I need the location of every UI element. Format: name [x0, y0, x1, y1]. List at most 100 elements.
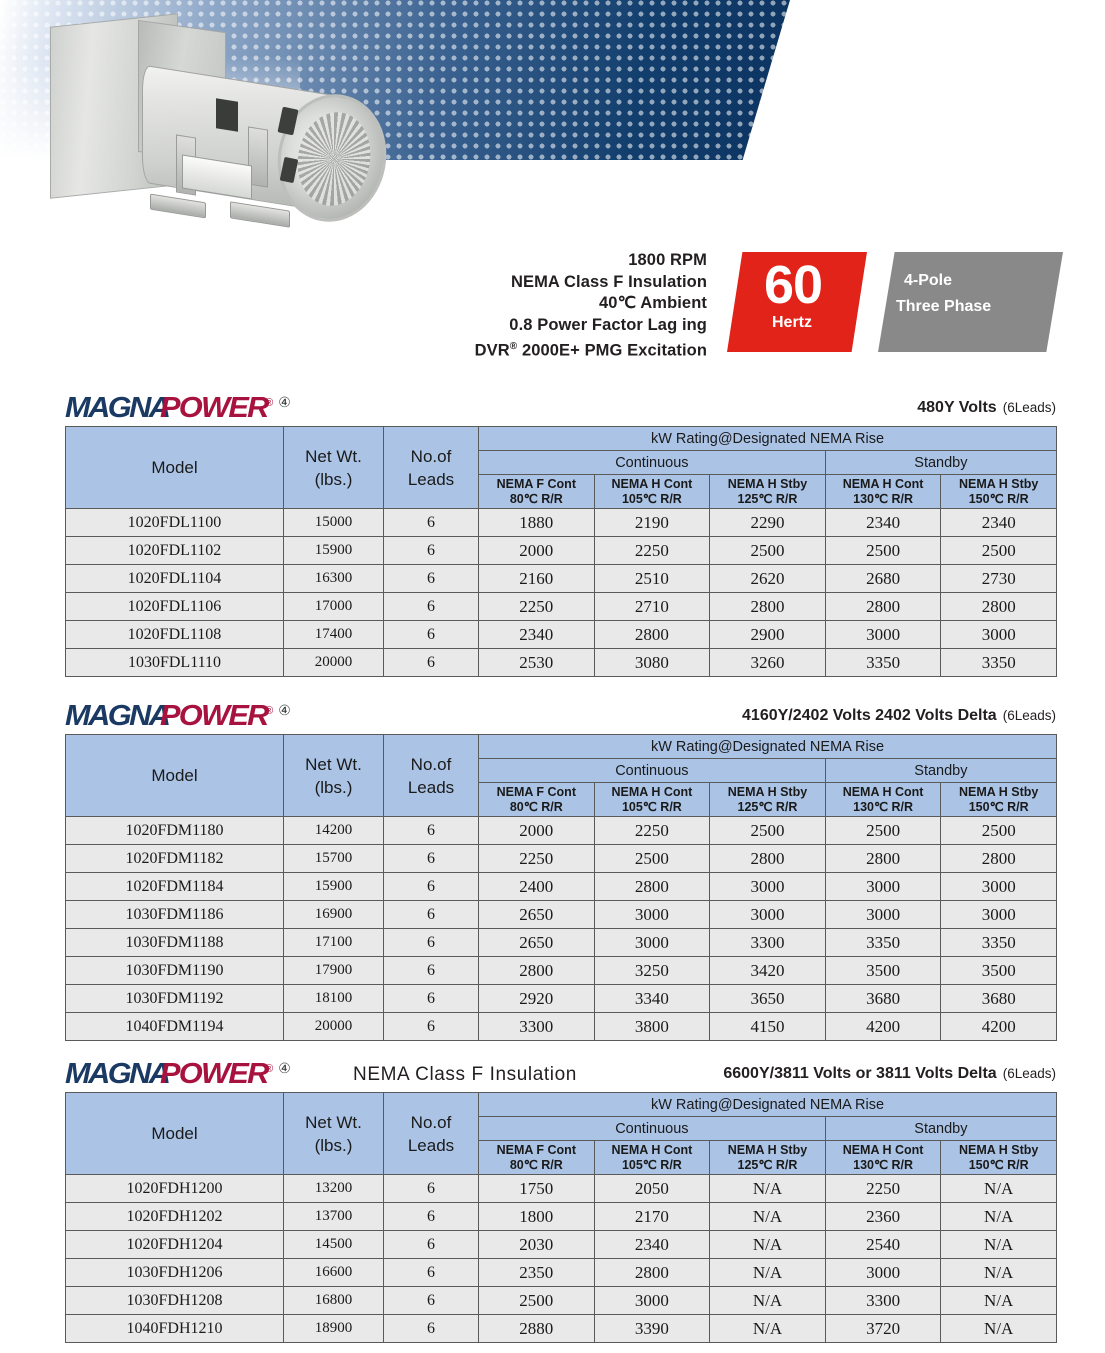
spec-text-lines: 1800 RPM NEMA Class F Insulation 40℃ Amb…	[475, 250, 707, 362]
magnapower-logo: MAGNA POWER ® ④	[65, 392, 291, 424]
table-row: 1030FDM1188 17100 6 2650 3000 3300 3350 3350	[65, 928, 1057, 957]
cell-rating-3: 2800	[824, 844, 942, 873]
logo-magna-text: MAGNA	[65, 392, 171, 424]
table-head: Model Net Wt. (lbs.) No.of Leads kW Rating…	[65, 1092, 1058, 1175]
spec-line-excitation: DVR® 2000E+ PMG Excitation	[475, 336, 707, 362]
leads-note: (6Leads)	[1002, 1066, 1056, 1081]
logo-magna-text: MAGNA	[65, 700, 171, 732]
cell-net-weight: 15900	[283, 536, 384, 565]
cell-net-weight: 16900	[283, 900, 384, 929]
cell-rating-1: 3250	[593, 956, 711, 985]
table-row: 1020FDM1180 14200 6 2000 2250 2500 2500 2500	[65, 816, 1057, 845]
table-head-row-2: Continuous Standby	[66, 1116, 1058, 1141]
cell-leads: 6	[383, 872, 479, 901]
th-leads-line2: Leads	[407, 469, 455, 489]
cell-rating-1: 3080	[593, 648, 711, 677]
cell-rating-3: 3350	[824, 928, 942, 957]
cell-rating-1: 2170	[593, 1202, 711, 1231]
cell-leads: 6	[383, 816, 479, 845]
cell-rating-1: 2800	[593, 872, 711, 901]
logo-magna-text: MAGNA	[65, 1058, 171, 1090]
cell-rating-2: 2500	[709, 536, 826, 565]
cell-rating-4: 3000	[940, 872, 1057, 901]
cell-rating-2: 4150	[709, 1012, 826, 1041]
cell-rating-0: 2340	[478, 620, 595, 649]
cell-rating-0: 1800	[478, 1202, 595, 1231]
cell-model: 1020FDM1184	[65, 872, 284, 901]
cell-rating-4: 3500	[940, 956, 1057, 985]
excitation-prefix: DVR	[474, 341, 510, 360]
cell-rating-2: 3260	[709, 648, 826, 677]
cell-net-weight: 15700	[283, 844, 384, 873]
table-row: 1030FDM1190 17900 6 2800 3250 3420 3500 3500	[65, 956, 1057, 985]
cell-rating-4: 2800	[940, 844, 1057, 873]
voltage-value: 6600Y/3811 Volts or 3811 Volts Delta	[723, 1065, 997, 1082]
cell-rating-3: 3500	[824, 956, 942, 985]
table-row: 1020FDL1102 15900 6 2000 2250 2500 2500 2500	[65, 536, 1057, 565]
cell-rating-1: 3340	[593, 984, 711, 1013]
cell-net-weight: 17900	[283, 956, 384, 985]
cell-rating-3: 3000	[824, 900, 942, 929]
th-rating-col-4: NEMA H Stby 150℃ R/R	[940, 474, 1057, 509]
cell-net-weight: 17000	[283, 592, 384, 621]
spec-table: Model Net Wt. (lbs.) No.of Leads kW Rating…	[65, 734, 1058, 1041]
cell-rating-0: 2650	[478, 928, 595, 957]
th-continuous: Continuous	[478, 450, 826, 475]
spec-table: Model Net Wt. (lbs.) No.of Leads kW Rating…	[65, 1092, 1058, 1343]
th-net-weight: Net Wt. (lbs.)	[283, 734, 384, 817]
cell-rating-4: 2500	[940, 816, 1057, 845]
cell-rating-3: 2500	[824, 536, 942, 565]
th-model: Model	[65, 734, 284, 817]
cell-model: 1020FDL1104	[65, 564, 284, 593]
cell-model: 1020FDL1102	[65, 536, 284, 565]
th-rating-col-0: NEMA F Cont 80℃ R/R	[478, 474, 595, 509]
table-row: 1020FDM1182 15700 6 2250 2500 2800 2800 2800	[65, 844, 1057, 873]
cell-rating-1: 3000	[593, 900, 711, 929]
cell-rating-2: 3000	[709, 872, 826, 901]
cell-net-weight: 18900	[283, 1314, 384, 1343]
cell-rating-3: 2340	[824, 508, 942, 537]
cell-rating-0: 1880	[478, 508, 595, 537]
th-continuous: Continuous	[478, 1116, 826, 1141]
th-kw-rating-group: kW Rating@Designated NEMA Rise	[478, 426, 1057, 451]
circled-four-icon: ④	[278, 394, 291, 410]
cell-rating-0: 2500	[478, 1286, 595, 1315]
table-row: 1040FDM1194 20000 6 3300 3800 4150 4200 4200	[65, 1012, 1057, 1041]
cell-rating-3: 3000	[824, 872, 942, 901]
cell-net-weight: 16300	[283, 564, 384, 593]
logo-power-text: POWER	[159, 392, 269, 424]
hertz-badge-number: 60	[763, 255, 823, 315]
cell-rating-1: 2800	[593, 620, 711, 649]
cell-rating-0: 2920	[478, 984, 595, 1013]
section-voltage-label: 4160Y/2402 Volts 2402 Volts Delta (6Leads…	[742, 707, 1056, 725]
table-row: 1020FDH1200 13200 6 1750 2050 N/A 2250 N/A	[65, 1174, 1057, 1203]
th-standby: Standby	[824, 758, 1058, 783]
cell-rating-2: N/A	[709, 1202, 826, 1231]
cell-net-weight: 16600	[283, 1258, 384, 1287]
cell-rating-3: 2360	[824, 1202, 942, 1231]
table-head-row-3: NEMA F Cont 80℃ R/R NEMA H Cont 105℃ R/R N…	[66, 782, 1057, 817]
generator-mounting-foot	[150, 193, 206, 219]
th-rating-col-2: NEMA H Stby 125℃ R/R	[709, 474, 826, 509]
spec-line-insulation: NEMA Class F Insulation	[510, 272, 707, 291]
logo-power-text: POWER	[159, 1058, 269, 1090]
th-rating-col-2: NEMA H Stby 125℃ R/R	[709, 782, 826, 817]
cell-rating-2: 2290	[709, 508, 826, 537]
table-row: 1020FDH1202 13700 6 1800 2170 N/A 2360 N/A	[65, 1202, 1057, 1231]
pole-phase-badge: 4-Pole Three Phase	[878, 252, 1063, 352]
cell-rating-1: 2190	[593, 508, 711, 537]
cell-rating-1: 3390	[593, 1314, 711, 1343]
cell-rating-3: 3000	[824, 1258, 942, 1287]
cell-rating-0: 2350	[478, 1258, 595, 1287]
th-kw-rating-group: kW Rating@Designated NEMA Rise	[478, 1092, 1057, 1117]
cell-model: 1020FDM1182	[65, 844, 284, 873]
cell-rating-3: 2800	[824, 592, 942, 621]
cell-leads: 6	[383, 844, 479, 873]
th-leads: No.of Leads	[383, 426, 479, 509]
cell-rating-0: 2000	[478, 816, 595, 845]
cell-rating-0: 2800	[478, 956, 595, 985]
th-net-weight-line1: Net Wt.	[305, 446, 362, 466]
cell-model: 1040FDM1194	[65, 1012, 284, 1041]
cell-rating-2: N/A	[709, 1286, 826, 1315]
table-row: 1020FDL1100 15000 6 1880 2190 2290 2340 2340	[65, 508, 1057, 537]
